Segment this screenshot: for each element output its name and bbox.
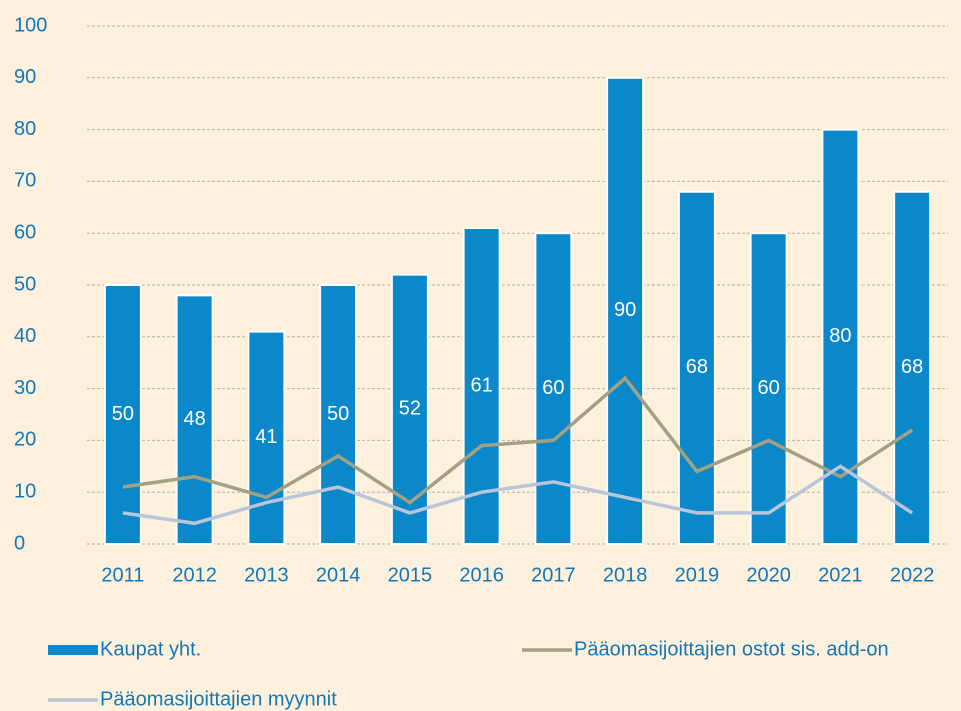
- bar: [103, 284, 142, 545]
- data-label: 60: [542, 377, 564, 399]
- legend-label: Kaupat yht.: [100, 638, 201, 660]
- x-tick-label: 2020: [746, 564, 791, 586]
- bar: [175, 294, 214, 545]
- y-tick-label: 100: [14, 14, 47, 36]
- legend-label: Pääomasijoittajien myynnit: [100, 688, 337, 710]
- legend-label: Pääomasijoittajien ostot sis. add-on: [574, 638, 889, 660]
- y-tick-label: 50: [14, 273, 36, 295]
- x-tick-label: 2012: [172, 564, 217, 586]
- x-tick-label: 2013: [244, 564, 289, 586]
- data-label: 61: [471, 374, 493, 396]
- data-label: 60: [758, 377, 780, 399]
- y-tick-label: 70: [14, 170, 36, 192]
- x-tick-label: 2018: [603, 564, 648, 586]
- data-label: 90: [614, 299, 636, 321]
- legend-swatch: [48, 645, 98, 655]
- x-tick-label: 2014: [316, 564, 361, 586]
- x-tick-label: 2015: [388, 564, 433, 586]
- x-tick-label: 2022: [890, 564, 935, 586]
- line: [122, 375, 914, 505]
- x-tick-label: 2016: [459, 564, 504, 586]
- y-tick-label: 90: [14, 66, 36, 88]
- bar: [319, 284, 358, 545]
- y-tick-label: 80: [14, 118, 36, 140]
- line: [122, 464, 914, 526]
- data-label: 80: [829, 325, 851, 347]
- data-label: 50: [327, 403, 349, 425]
- bar: [390, 273, 429, 545]
- y-tick-label: 10: [14, 480, 36, 502]
- bar: [606, 76, 645, 546]
- y-tick-label: 0: [14, 532, 25, 554]
- data-label: 68: [686, 356, 708, 378]
- bar: [534, 232, 573, 545]
- y-tick-label: 60: [14, 221, 36, 243]
- x-tick-label: 2017: [531, 564, 576, 586]
- x-tick-label: 2019: [675, 564, 720, 586]
- data-label: 52: [399, 398, 421, 420]
- data-label: 41: [255, 426, 277, 448]
- x-tick-label: 2021: [818, 564, 863, 586]
- x-tick-label: 2011: [101, 564, 144, 586]
- y-tick-label: 30: [14, 377, 36, 399]
- data-label: 68: [901, 356, 923, 378]
- y-tick-label: 40: [14, 325, 36, 347]
- y-tick-label: 20: [14, 429, 36, 451]
- bar: [749, 232, 788, 545]
- bar: [677, 190, 716, 545]
- bar: [893, 190, 932, 545]
- data-label: 48: [184, 408, 206, 430]
- bar: [247, 330, 286, 545]
- data-label: 50: [112, 403, 134, 425]
